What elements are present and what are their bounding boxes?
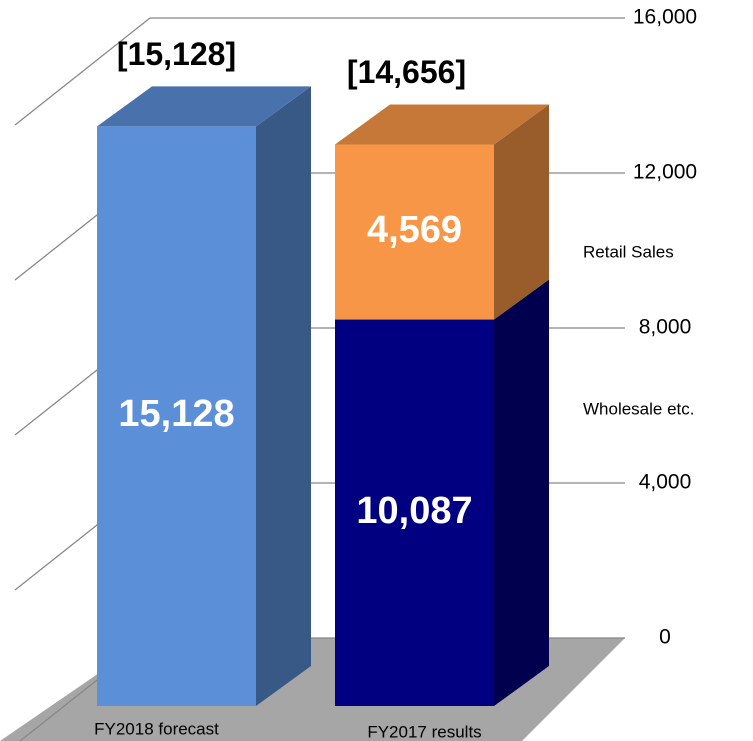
- bar-side: [256, 86, 311, 706]
- legend-label: Wholesale etc.: [583, 399, 695, 418]
- bar-front: [97, 126, 256, 706]
- bar-front: [335, 144, 494, 320]
- legend-label: Retail Sales: [583, 242, 674, 261]
- total-label: [15,128]: [117, 36, 236, 72]
- y-tick-label: 4,000: [639, 471, 692, 494]
- bar-front: [335, 319, 494, 706]
- total-label: [14,656]: [347, 54, 466, 90]
- bar-side: [494, 279, 549, 706]
- value-label: 15,128: [118, 393, 234, 435]
- bar-top: [335, 104, 549, 145]
- x-tick-label: FY2018 forecast: [94, 719, 219, 738]
- value-label: 10,087: [356, 490, 472, 532]
- bar-side: [494, 104, 549, 320]
- y-tick-label: 8,000: [639, 316, 692, 339]
- x-tick-label: FY2017 results: [367, 722, 481, 741]
- bar-top: [97, 86, 311, 127]
- grid-line: [14, 17, 151, 126]
- y-tick-label: 12,000: [633, 161, 697, 184]
- y-tick-label: 0: [659, 626, 671, 649]
- value-label: 4,569: [367, 209, 462, 251]
- y-tick-label: 16,000: [633, 6, 697, 29]
